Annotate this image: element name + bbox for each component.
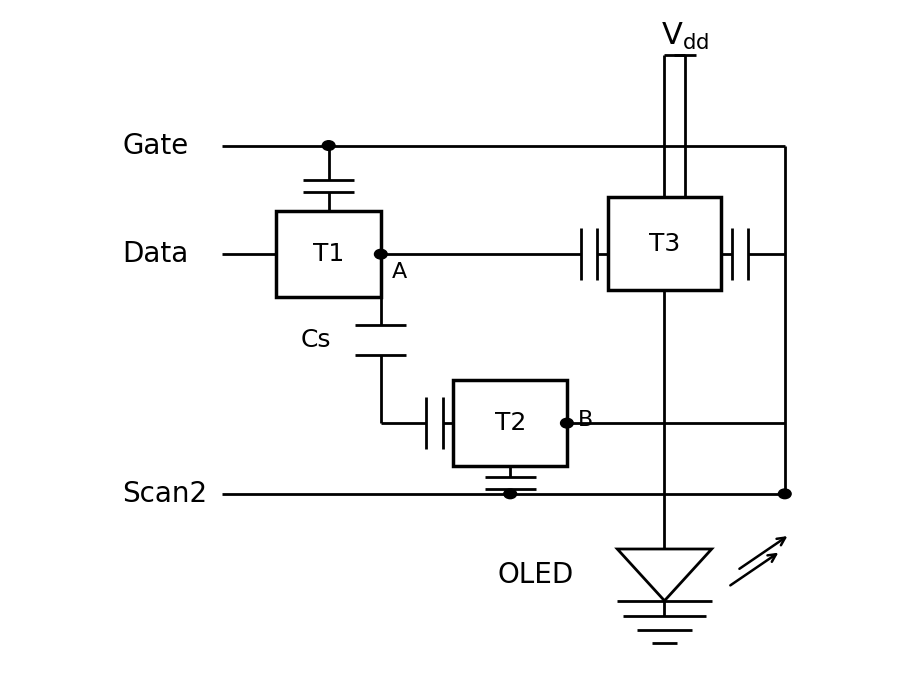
Bar	[277, 211, 381, 297]
Circle shape	[504, 489, 517, 498]
Circle shape	[322, 141, 335, 150]
Circle shape	[375, 249, 387, 259]
Text: A: A	[392, 262, 407, 283]
Text: Scan2: Scan2	[122, 480, 207, 508]
Text: Data: Data	[122, 240, 189, 268]
Text: T2: T2	[495, 411, 526, 435]
Bar	[453, 380, 567, 466]
Circle shape	[779, 489, 791, 498]
Text: T3: T3	[649, 232, 680, 256]
Circle shape	[561, 418, 573, 428]
Text: B: B	[578, 410, 593, 430]
Text: Cs: Cs	[300, 327, 331, 352]
Text: OLED: OLED	[497, 561, 573, 589]
Bar	[607, 198, 721, 290]
Text: Gate: Gate	[122, 131, 189, 160]
Text: T1: T1	[313, 242, 344, 266]
Text: $\mathregular{V_{dd}}$: $\mathregular{V_{dd}}$	[660, 22, 709, 52]
